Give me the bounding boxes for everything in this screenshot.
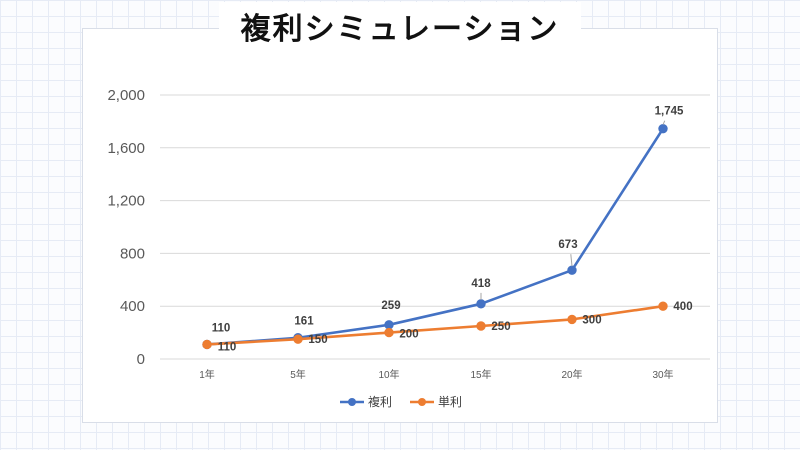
- data-point: [476, 321, 486, 331]
- title-wrap: 複利シミュレーション: [0, 0, 800, 52]
- data-point: [658, 123, 668, 134]
- series-line: [206, 127, 665, 346]
- data-point: [202, 339, 212, 350]
- legend-label: 複利: [368, 394, 392, 409]
- data-point: [567, 265, 577, 275]
- data-label: 1,745: [655, 106, 684, 118]
- data-label: 673: [558, 239, 577, 251]
- legend-item-compound: 複利: [340, 394, 392, 409]
- x-tick-label: 5年: [290, 368, 306, 381]
- legend-label: 単利: [438, 395, 462, 409]
- y-tick-label: 0: [137, 351, 145, 368]
- data-label: 110: [218, 341, 237, 353]
- y-tick-label: 1,200: [107, 193, 145, 210]
- x-tick-label: 20年: [561, 368, 582, 381]
- leader-line: [570, 254, 573, 267]
- series-group: 110 161 259 418 673 1,745 110 150 200 250 300 400: [202, 106, 693, 353]
- legend-marker: [418, 398, 426, 406]
- data-label: 161: [294, 316, 314, 328]
- data-point: [476, 299, 486, 309]
- data-label: 418: [471, 278, 491, 290]
- data-label: 259: [381, 300, 400, 312]
- data-point: [567, 314, 577, 325]
- y-axis: 0 400 800 1,200 1,600 2,000: [107, 87, 145, 368]
- data-label: 250: [491, 321, 510, 333]
- series-line: [206, 304, 664, 346]
- series-simple: 110 150 200 250 300 400: [202, 301, 693, 353]
- x-tick-label: 10年: [378, 368, 399, 381]
- x-axis: 1年 5年 10年 15年 20年 30年: [199, 368, 673, 381]
- data-point: [384, 320, 394, 330]
- legend: 複利 単利: [340, 394, 462, 409]
- data-point: [293, 334, 303, 344]
- data-point: [658, 301, 668, 311]
- leader-line: [662, 120, 666, 125]
- series-compound: 110 161 259 418 673 1,745: [202, 106, 684, 350]
- grid-lines: [160, 94, 710, 360]
- y-tick-label: 800: [120, 245, 145, 262]
- chart-title: 複利シミュレーション: [218, 2, 582, 50]
- y-tick-label: 1,600: [107, 140, 145, 157]
- legend-item-simple: 単利: [410, 395, 462, 409]
- x-tick-label: 15年: [470, 368, 491, 381]
- legend-marker: [348, 398, 356, 406]
- y-tick-label: 400: [120, 298, 145, 315]
- data-point: [384, 327, 394, 338]
- y-tick-label: 2,000: [107, 87, 145, 104]
- data-label: 400: [673, 301, 692, 313]
- data-label: 150: [308, 334, 327, 346]
- x-tick-label: 1年: [199, 368, 215, 381]
- data-label: 200: [399, 329, 418, 341]
- data-label: 110: [212, 322, 231, 334]
- chart-card: [82, 28, 718, 423]
- x-tick-label: 30年: [652, 368, 673, 381]
- data-label: 300: [582, 314, 601, 326]
